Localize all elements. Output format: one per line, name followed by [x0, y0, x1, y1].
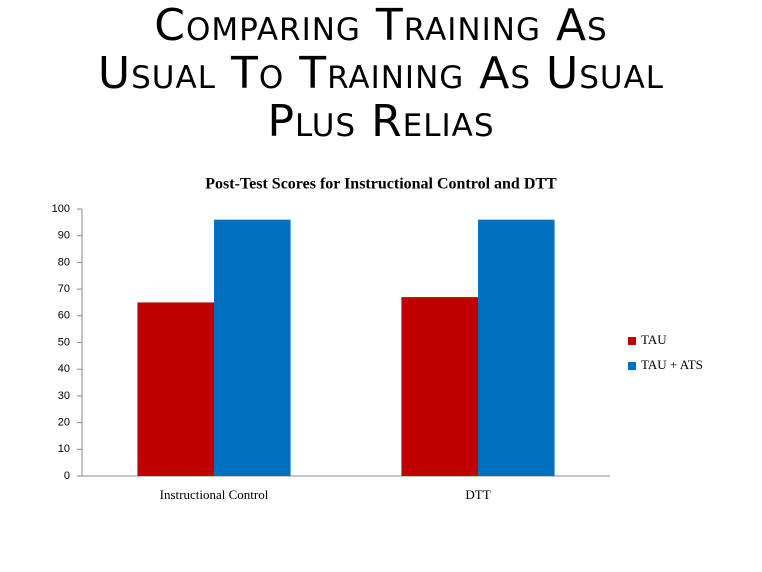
bar [214, 219, 291, 476]
y-tick-label: 60 [58, 310, 70, 322]
bar [137, 302, 214, 476]
y-tick-label: 0 [64, 470, 70, 482]
legend-label: TAU [641, 332, 667, 347]
y-tick-label: 70 [58, 283, 70, 295]
bar [478, 219, 555, 476]
y-tick-label: 30 [58, 390, 70, 402]
y-tick-label: 40 [58, 363, 70, 375]
slide-title-line: Plus Relias [267, 96, 495, 147]
y-tick-label: 50 [58, 336, 70, 348]
slide-title: Comparing Training As Usual To Training A… [0, 2, 762, 146]
bar [401, 297, 478, 476]
x-tick-label: Instructional Control [160, 487, 269, 502]
y-tick-label: 10 [58, 443, 70, 455]
y-tick-label: 90 [58, 230, 70, 242]
y-tick-label: 20 [58, 417, 70, 429]
chart-title: Post-Test Scores for Instructional Contr… [205, 176, 557, 193]
y-tick-label: 100 [52, 203, 70, 215]
x-tick-label: DTT [465, 487, 490, 502]
legend-label: TAU + ATS [641, 357, 703, 372]
slide-title-line: Usual To Training As Usual [97, 48, 665, 99]
slide-title-line: Comparing Training As [154, 0, 608, 51]
legend-swatch [628, 362, 636, 370]
legend-swatch [628, 337, 636, 345]
y-tick-label: 80 [58, 256, 70, 268]
